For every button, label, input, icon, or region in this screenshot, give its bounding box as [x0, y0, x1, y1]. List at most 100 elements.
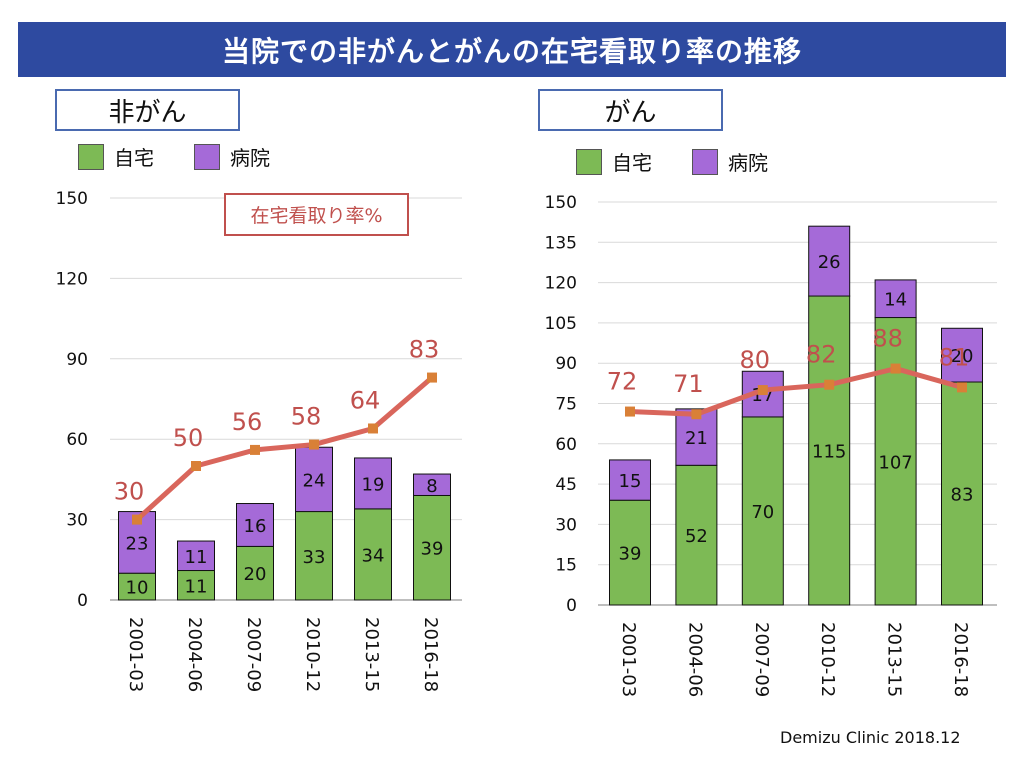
bar-hospital: [295, 446, 333, 513]
rate-annotation: 在宅看取り率%: [224, 193, 409, 236]
y-tick-label: 30: [66, 511, 88, 531]
y-tick-label: 75: [555, 395, 577, 415]
rate-point: [427, 372, 437, 383]
bar-hospital: [874, 279, 917, 319]
data-label-hospital: 24: [303, 470, 326, 491]
rate-label: 64: [350, 386, 381, 414]
x-tick-label: 2004-06: [184, 617, 205, 692]
x-tick-label: 2004-06: [684, 622, 705, 697]
legend-label-home: 自宅: [114, 146, 154, 170]
y-tick-label: 0: [77, 591, 88, 611]
data-label-home: 33: [303, 547, 326, 568]
x-tick-label: 2007-09: [751, 622, 772, 697]
y-tick-label: 105: [545, 314, 577, 334]
y-tick-label: 30: [555, 515, 577, 535]
data-label-hospital: 8: [426, 476, 437, 497]
data-label-hospital: 26: [818, 252, 841, 273]
rate-line: [629, 366, 963, 417]
data-label-home: 115: [812, 442, 846, 463]
legend-cancer: 自宅 病院: [576, 147, 808, 176]
legend-item-hospital: 病院: [194, 142, 270, 171]
bar-home: [808, 295, 851, 606]
data-label-home: 20: [244, 564, 267, 585]
rate-label: 88: [872, 325, 903, 353]
data-label-hospital: 14: [884, 290, 907, 311]
footer-credit: Demizu Clinic 2018.12: [780, 728, 961, 747]
legend-item-hospital: 病院: [692, 147, 768, 176]
y-tick-label: 90: [66, 350, 88, 370]
rate-label: 30: [114, 478, 145, 506]
y-tick-label: 0: [566, 596, 577, 616]
x-tick-label: 2007-09: [243, 617, 264, 692]
data-label-hospital: 11: [185, 547, 208, 568]
rate-point: [890, 363, 901, 374]
bar-hospital: [609, 459, 651, 501]
data-label-home: 11: [185, 576, 208, 597]
y-tick-label: 150: [545, 193, 577, 213]
rate-label: 58: [291, 403, 322, 431]
y-tick-label: 60: [555, 435, 577, 455]
rate-label: 81: [939, 343, 970, 371]
y-tick-label: 15: [555, 556, 577, 576]
legend-label-hospital: 病院: [230, 146, 270, 170]
x-tick-label: 2010-12: [817, 622, 838, 697]
data-label-hospital: 23: [126, 533, 149, 554]
legend-swatch-hospital: [194, 143, 220, 170]
legend-swatch-home: [576, 148, 602, 175]
legend-swatch-home: [78, 143, 104, 170]
bar-hospital: [354, 457, 392, 510]
rate-point: [250, 444, 260, 455]
rate-label: 56: [232, 408, 263, 436]
bar-home: [941, 381, 983, 606]
rate-label: 50: [173, 424, 204, 452]
data-label-home: 52: [685, 526, 708, 547]
bar-home: [413, 494, 451, 601]
y-tick-label: 135: [545, 233, 577, 253]
data-label-home: 39: [619, 544, 642, 565]
page-title: 当院での非がんとがんの在宅看取り率の推移: [18, 22, 1006, 77]
legend-noncancer: 自宅 病院: [78, 142, 310, 171]
data-label-hospital: 15: [619, 471, 642, 492]
data-label-home: 70: [751, 502, 774, 523]
x-tick-label: 2010-12: [302, 617, 323, 692]
rate-point: [757, 385, 768, 396]
bar-hospital: [808, 225, 851, 297]
legend-label-hospital: 病院: [728, 151, 768, 175]
x-tick-label: 2001-03: [618, 622, 639, 697]
rate-point: [132, 514, 142, 525]
legend-item-home: 自宅: [576, 147, 652, 176]
data-label-hospital: 16: [244, 516, 267, 537]
bar-hospital: [236, 503, 274, 547]
panel-label-noncancer: 非がん: [55, 89, 240, 131]
legend-swatch-hospital: [692, 148, 718, 175]
y-tick-label: 120: [545, 274, 577, 294]
y-tick-label: 90: [555, 354, 577, 374]
y-tick-label: 150: [56, 189, 88, 209]
x-tick-label: 2001-03: [125, 617, 146, 692]
rate-label: 82: [806, 341, 837, 369]
bar-hospital: [177, 540, 215, 572]
rate-line: [135, 375, 434, 522]
data-label-home: 34: [362, 545, 385, 566]
bar-hospital: [413, 473, 451, 496]
legend-item-home: 自宅: [78, 142, 154, 171]
rate-point: [824, 379, 835, 390]
rate-point: [191, 461, 201, 471]
legend-label-home: 自宅: [612, 151, 652, 175]
rate-label: 71: [673, 370, 704, 398]
bar-hospital: [941, 327, 983, 383]
data-label-hospital: 19: [362, 474, 385, 495]
data-label-home: 107: [878, 452, 912, 473]
data-label-home: 10: [126, 578, 149, 599]
bar-home: [236, 545, 274, 601]
x-tick-label: 2013-15: [884, 622, 905, 697]
rate-point: [691, 409, 702, 420]
rate-point: [309, 439, 319, 450]
y-tick-label: 60: [66, 430, 88, 450]
y-tick-label: 45: [555, 475, 577, 495]
y-tick-label: 120: [56, 269, 88, 289]
rate-point: [368, 423, 378, 434]
x-tick-label: 2016-18: [950, 622, 971, 697]
